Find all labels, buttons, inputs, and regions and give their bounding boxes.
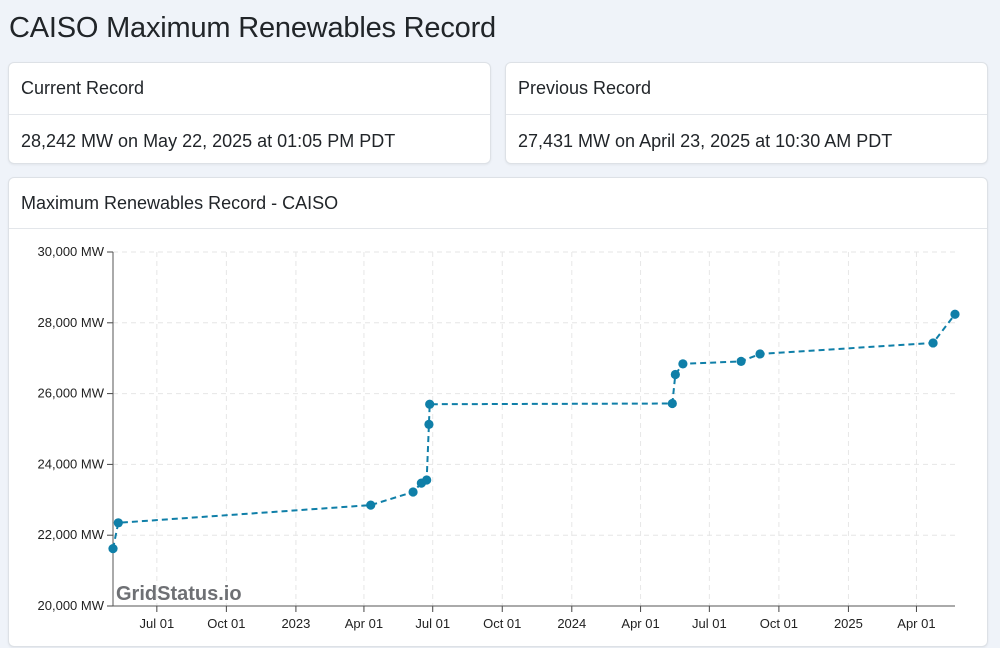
x-tick-label: Apr 01 [345, 616, 383, 631]
y-tick-label: 20,000 MW [38, 598, 105, 613]
data-point[interactable] [667, 398, 677, 409]
series-line [112, 313, 956, 549]
previous-record-card: Previous Record 27,431 MW on April 23, 2… [505, 62, 988, 164]
x-tick-label: Oct 01 [207, 616, 245, 631]
data-point[interactable] [113, 518, 123, 528]
x-tick-label: Jul 01 [692, 616, 727, 631]
y-tick-label: 26,000 MW [38, 386, 105, 401]
data-point[interactable] [422, 475, 432, 485]
data-point[interactable] [678, 359, 688, 369]
current-record-value: 28,242 MW on May 22, 2025 at 01:05 PM PD… [21, 130, 396, 151]
current-record-card: Current Record 28,242 MW on May 22, 2025… [8, 62, 491, 164]
data-point[interactable] [425, 399, 435, 409]
chart-series [108, 309, 960, 554]
gridstatus-watermark: GridStatus.io [116, 583, 242, 605]
x-tick-label: Oct 01 [760, 616, 798, 631]
x-tick-label: 2023 [281, 616, 310, 631]
y-tick-label: 30,000 MW [38, 244, 105, 259]
data-point[interactable] [670, 369, 680, 380]
x-tick-label: Jul 01 [415, 616, 450, 631]
data-point[interactable] [755, 349, 765, 359]
y-tick-label: 24,000 MW [38, 456, 105, 471]
x-tick-label: Oct 01 [483, 616, 521, 631]
y-tick-label: 28,000 MW [38, 315, 105, 330]
y-tick-label: 22,000 MW [38, 527, 105, 542]
data-point[interactable] [108, 544, 118, 554]
current-record-header: Current Record [9, 63, 490, 115]
page-title: CAISO Maximum Renewables Record [9, 12, 496, 44]
previous-record-value: 27,431 MW on April 23, 2025 at 10:30 AM … [518, 130, 893, 151]
data-point[interactable] [408, 487, 418, 497]
x-tick-label: Apr 01 [897, 616, 935, 631]
data-point[interactable] [736, 356, 746, 366]
chart-card: Maximum Renewables Record - CAISO 20,000… [8, 177, 988, 647]
previous-record-header: Previous Record [506, 63, 987, 115]
x-tick-label: 2024 [557, 616, 586, 631]
data-point[interactable] [424, 419, 434, 429]
x-tick-label: 2025 [834, 616, 863, 631]
renewables-record-chart[interactable]: 20,000 MW 22,000 MW 24,000 MW 26,000 MW 28,0… [9, 178, 988, 647]
chart-axes: 20,000 MW 22,000 MW 24,000 MW 26,000 MW 28,0… [38, 244, 955, 631]
data-point[interactable] [950, 309, 960, 319]
chart-card-header: Maximum Renewables Record - CAISO [9, 178, 987, 229]
chart-grid [113, 251, 955, 607]
x-tick-label: Apr 01 [621, 616, 659, 631]
x-tick-label: Jul 01 [139, 616, 174, 631]
data-point[interactable] [928, 338, 938, 348]
data-point[interactable] [366, 500, 376, 510]
